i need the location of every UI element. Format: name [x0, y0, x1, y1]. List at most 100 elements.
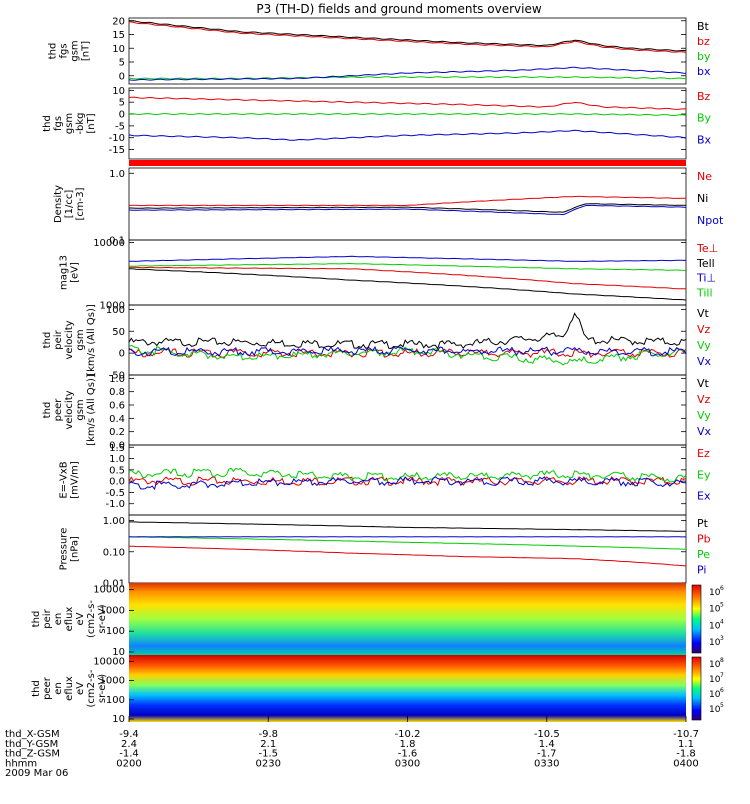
y-axis-label: peir	[42, 608, 53, 628]
series-line-2	[129, 130, 686, 140]
legend-entry: Bt	[697, 20, 710, 33]
colorbar-exponent: 5	[720, 702, 724, 709]
legend-entry: Tell	[696, 257, 715, 270]
panel-frame	[129, 515, 686, 583]
legend-entry: Ne	[697, 170, 712, 183]
y-tick-label: 100	[106, 626, 125, 637]
legend-entry: Till	[696, 286, 713, 299]
y-tick-label: 1.0	[109, 374, 125, 385]
y-axis-label: en	[53, 682, 64, 695]
y-axis-label: gsm	[75, 399, 86, 420]
series-line-3	[129, 264, 686, 271]
x-tick-label: 0330	[534, 758, 559, 769]
colorbar-exponent: 4	[720, 618, 724, 625]
spectrogram-2	[129, 655, 686, 722]
y-tick-label: -5	[115, 121, 125, 132]
colorbar-tick: 10	[709, 605, 721, 615]
y-tick-label: 20	[112, 16, 125, 27]
panel-frame	[129, 18, 686, 84]
separator-bar	[129, 160, 686, 166]
y-tick-label: 10000	[93, 656, 125, 667]
y-tick-label: 5	[119, 58, 125, 69]
legend-entry: Vz	[697, 323, 711, 336]
series-line-0	[129, 313, 686, 348]
colorbar-tick: 10	[709, 621, 721, 631]
y-tick-label: 0.8	[109, 387, 125, 398]
series-line-2	[129, 537, 686, 550]
y-axis-label: en	[53, 613, 64, 626]
y-axis-label: (cm2-s-	[86, 600, 97, 638]
legend-entry: Ey	[697, 468, 711, 481]
y-axis-label: thd	[31, 611, 42, 628]
y-tick-label: -10	[109, 133, 125, 144]
colorbar-exponent: 6	[720, 585, 724, 592]
y-tick-label: 1.0	[109, 169, 125, 180]
y-tick-label: 0.2	[109, 427, 125, 438]
series-line-0	[129, 21, 686, 51]
legend-entry: Vy	[697, 409, 711, 422]
y-axis-label: -bkg	[75, 112, 86, 134]
y-tick-label: -15	[109, 145, 125, 156]
y-tick-label: 0	[119, 110, 125, 121]
y-axis-label: mag13	[59, 255, 70, 290]
y-axis-label: gsm	[70, 40, 81, 61]
x-tick-label: 0230	[256, 758, 281, 769]
legend-entry: Te⊥	[696, 242, 718, 255]
y-axis-label: [eV]	[70, 262, 81, 283]
series-line-0	[129, 267, 686, 289]
y-tick-label: 1.5	[109, 443, 125, 454]
y-axis-label: fgs	[53, 116, 64, 131]
y-axis-label: [1/cc]	[64, 190, 75, 219]
y-tick-label: -0.5	[105, 488, 125, 499]
colorbar-tick: 10	[709, 588, 721, 598]
y-axis-label: peir	[53, 329, 64, 349]
x-tick-label: 0300	[395, 758, 420, 769]
colorbar-exponent: 7	[720, 672, 724, 679]
series-line-1	[129, 546, 686, 566]
legend-entry: bx	[697, 65, 711, 78]
legend-entry: Ni	[697, 192, 708, 205]
y-axis-label: [cm-3]	[75, 187, 86, 220]
y-tick-label: 0.6	[109, 401, 125, 412]
y-tick-label: 0.5	[109, 465, 125, 476]
colorbar-exponent: 8	[720, 657, 724, 664]
y-axis-label: eflux	[64, 607, 75, 632]
y-tick-label: 1.00	[103, 516, 125, 527]
y-tick-label: 0.10	[103, 547, 125, 558]
legend-entry: Vx	[697, 425, 712, 438]
legend-entry: Vx	[697, 355, 712, 368]
y-axis-label: [nT]	[81, 41, 92, 61]
spectrogram-1	[129, 583, 686, 655]
y-tick-label: 15	[112, 30, 125, 41]
plot-title: P3 (TH-D) fields and ground moments over…	[256, 2, 541, 16]
colorbar-2	[692, 657, 701, 720]
colorbar-1	[692, 585, 701, 653]
legend-entry: Vt	[697, 377, 710, 390]
legend-entry: by	[697, 50, 711, 63]
y-axis-label: [nPa]	[70, 536, 81, 562]
series-line-0	[129, 522, 686, 531]
y-tick-label: 10	[112, 44, 125, 55]
legend-entry: Vz	[697, 393, 711, 406]
legend-entry: Vt	[697, 307, 710, 320]
y-tick-label: 100	[106, 695, 125, 706]
y-axis-label: thd	[31, 680, 42, 697]
y-tick-label: 1.0	[109, 454, 125, 465]
y-axis-label: velocity	[64, 320, 75, 359]
legend-entry: Ez	[697, 447, 710, 460]
y-tick-label: 10000	[93, 238, 125, 249]
series-line-3	[129, 347, 686, 356]
y-axis-label: sr-eV)	[97, 604, 108, 633]
y-axis-label: gsm	[64, 113, 75, 134]
panel-frame	[129, 305, 686, 375]
y-axis-label: eV	[75, 612, 86, 625]
y-tick-label: 10000	[93, 585, 125, 596]
series-line-1	[129, 114, 686, 116]
